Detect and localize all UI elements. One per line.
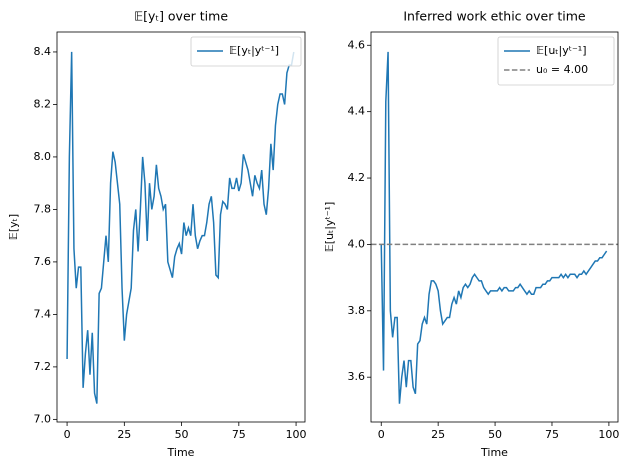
y-axis-label: 𝔼[yₜ] xyxy=(7,214,20,240)
y-tick-label: 8.2 xyxy=(34,97,52,110)
x-tick-label: 25 xyxy=(431,428,445,441)
data-line xyxy=(66,51,295,404)
y-tick-label: 7.2 xyxy=(34,360,52,373)
legend-label: u₀ = 4.00 xyxy=(536,63,588,76)
plot-frame xyxy=(56,31,306,423)
chart-title: 𝔼[yₜ] over time xyxy=(134,9,228,24)
legend-label: 𝔼[yₜ|yᵗ⁻¹] xyxy=(229,44,279,57)
chart-title: Inferred work ethic over time xyxy=(403,9,586,24)
y-tick-label: 4.6 xyxy=(348,38,366,51)
x-tick-label: 25 xyxy=(117,428,131,441)
x-tick-label: 100 xyxy=(286,428,307,441)
x-tick-label: 50 xyxy=(488,428,502,441)
y-tick-label: 7.8 xyxy=(34,202,52,215)
x-tick-label: 0 xyxy=(378,428,385,441)
y-axis-label: 𝔼[uₜ|yᵗ⁻¹] xyxy=(323,202,336,253)
y-tick-label: 7.4 xyxy=(34,307,52,320)
legend-box xyxy=(190,36,302,67)
data-line xyxy=(380,51,608,404)
y-tick-label: 8.0 xyxy=(34,150,52,163)
x-axis-label: Time xyxy=(480,446,508,459)
x-tick-label: 50 xyxy=(175,428,189,441)
y-tick-label: 3.8 xyxy=(348,304,366,317)
x-tick-label: 75 xyxy=(545,428,559,441)
x-tick-label: 0 xyxy=(64,428,71,441)
plot-frame xyxy=(370,31,619,423)
y-tick-label: 3.6 xyxy=(348,370,366,383)
y-tick-label: 4.4 xyxy=(348,105,366,118)
y-tick-label: 4.2 xyxy=(348,171,366,184)
legend-label: 𝔼[uₜ|yᵗ⁻¹] xyxy=(536,44,587,57)
legend-box xyxy=(497,36,615,86)
y-tick-label: 7.0 xyxy=(34,412,52,425)
y-tick-label: 8.4 xyxy=(34,45,52,58)
x-tick-label: 75 xyxy=(232,428,246,441)
y-tick-label: 7.6 xyxy=(34,255,52,268)
x-tick-label: 100 xyxy=(598,428,619,441)
y-tick-label: 4.0 xyxy=(348,237,366,250)
x-axis-label: Time xyxy=(167,446,195,459)
